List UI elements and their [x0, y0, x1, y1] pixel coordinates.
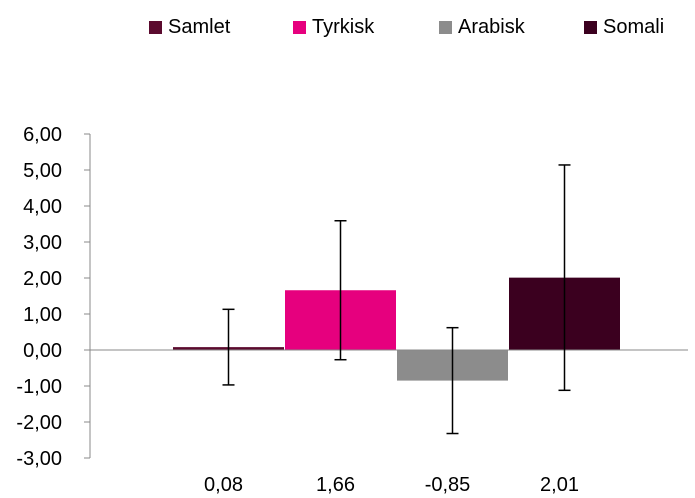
legend-item-arabisk: Arabisk: [439, 14, 525, 40]
y-tick-label: 1,00: [23, 304, 62, 326]
y-tick-label: 6,00: [23, 124, 62, 146]
data-label-somali: 2,01: [540, 474, 579, 496]
legend-label-somali: Somali: [603, 16, 665, 38]
legend-item-samlet: Samlet: [149, 14, 230, 40]
legend-label-samlet: Samlet: [168, 16, 231, 38]
legend-label-tyrkisk: Tyrkisk: [312, 16, 375, 38]
y-tick-label: 5,00: [23, 160, 62, 182]
y-tick-label: 0,00: [23, 340, 62, 362]
y-tick-label: -2,00: [16, 412, 62, 434]
y-tick-label: 2,00: [23, 268, 62, 290]
legend-swatch-samlet: [149, 20, 162, 34]
legend-swatch-tyrkisk: [293, 20, 306, 34]
y-tick-label: -3,00: [16, 448, 62, 470]
y-tick-label: -1,00: [16, 376, 62, 398]
data-label-tyrkisk: 1,66: [316, 474, 355, 496]
y-tick-label: 3,00: [23, 232, 62, 254]
legend-label-arabisk: Arabisk: [458, 16, 525, 38]
data-label-arabisk: -0,85: [425, 474, 471, 496]
legend-item-tyrkisk: Tyrkisk: [293, 14, 374, 40]
legend: Samlet Tyrkisk Arabisk Somali: [0, 14, 695, 42]
data-label-samlet: 0,08: [204, 474, 243, 496]
legend-swatch-somali: [584, 20, 597, 34]
y-tick-label: 4,00: [23, 196, 62, 218]
legend-swatch-arabisk: [439, 20, 452, 34]
legend-item-somali: Somali: [584, 14, 664, 40]
